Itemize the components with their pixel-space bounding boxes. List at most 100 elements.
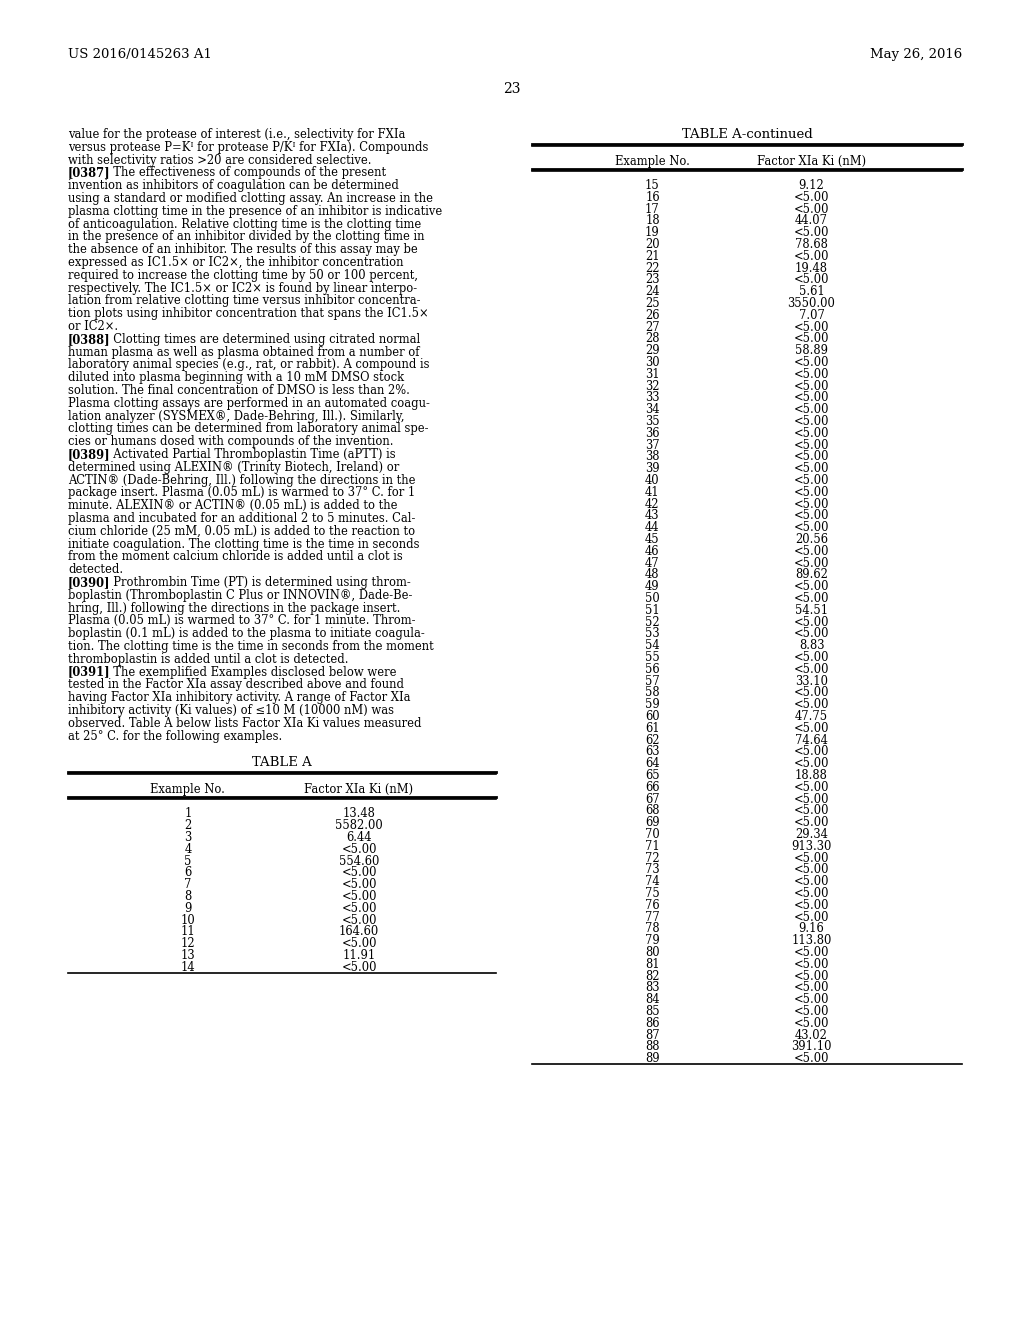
Text: 70: 70	[645, 828, 659, 841]
Text: <5.00: <5.00	[794, 816, 829, 829]
Text: <5.00: <5.00	[794, 970, 829, 982]
Text: 73: 73	[645, 863, 659, 876]
Text: TABLE A: TABLE A	[252, 756, 312, 770]
Text: 65: 65	[645, 770, 659, 781]
Text: <5.00: <5.00	[794, 722, 829, 735]
Text: 48: 48	[645, 569, 659, 581]
Text: value for the protease of interest (i.e., selectivity for FXIa: value for the protease of interest (i.e.…	[68, 128, 406, 141]
Text: May 26, 2016: May 26, 2016	[869, 48, 962, 61]
Text: tion plots using inhibitor concentration that spans the IC1.5×: tion plots using inhibitor concentration…	[68, 308, 429, 321]
Text: from the moment calcium chloride is added until a clot is: from the moment calcium chloride is adde…	[68, 550, 402, 564]
Text: 49: 49	[645, 581, 659, 593]
Text: 67: 67	[645, 792, 659, 805]
Text: The exemplified Examples disclosed below were: The exemplified Examples disclosed below…	[106, 665, 396, 678]
Text: 15: 15	[645, 180, 659, 191]
Text: 13.48: 13.48	[343, 808, 376, 821]
Text: observed. Table A below lists Factor XIa Ki values measured: observed. Table A below lists Factor XIa…	[68, 717, 422, 730]
Text: 57: 57	[645, 675, 659, 688]
Text: 87: 87	[645, 1028, 659, 1041]
Text: detected.: detected.	[68, 564, 123, 577]
Text: 3550.00: 3550.00	[787, 297, 836, 310]
Text: 53: 53	[645, 627, 659, 640]
Text: expressed as IC1.5× or IC2×, the inhibitor concentration: expressed as IC1.5× or IC2×, the inhibit…	[68, 256, 403, 269]
Text: minute. ALEXIN® or ACTIN® (0.05 mL) is added to the: minute. ALEXIN® or ACTIN® (0.05 mL) is a…	[68, 499, 397, 512]
Text: 86: 86	[645, 1016, 659, 1030]
Text: 71: 71	[645, 840, 659, 853]
Text: 59: 59	[645, 698, 659, 711]
Text: <5.00: <5.00	[794, 510, 829, 523]
Text: 75: 75	[645, 887, 659, 900]
Text: 7.07: 7.07	[799, 309, 824, 322]
Text: Example No.: Example No.	[151, 783, 225, 796]
Text: <5.00: <5.00	[794, 380, 829, 392]
Text: 54.51: 54.51	[795, 603, 828, 616]
Text: 77: 77	[645, 911, 659, 924]
Text: 16: 16	[645, 191, 659, 203]
Text: 39: 39	[645, 462, 659, 475]
Text: <5.00: <5.00	[341, 913, 377, 927]
Text: 61: 61	[645, 722, 659, 735]
Text: the absence of an inhibitor. The results of this assay may be: the absence of an inhibitor. The results…	[68, 243, 418, 256]
Text: thromboplastin is added until a clot is detected.: thromboplastin is added until a clot is …	[68, 653, 348, 665]
Text: 35: 35	[645, 414, 659, 428]
Text: <5.00: <5.00	[794, 403, 829, 416]
Text: 82: 82	[645, 970, 659, 982]
Text: <5.00: <5.00	[341, 961, 377, 974]
Text: 69: 69	[645, 816, 659, 829]
Text: 29: 29	[645, 345, 659, 358]
Text: <5.00: <5.00	[341, 866, 377, 879]
Text: 72: 72	[645, 851, 659, 865]
Text: 24: 24	[645, 285, 659, 298]
Text: 62: 62	[645, 734, 659, 747]
Text: <5.00: <5.00	[794, 486, 829, 499]
Text: respectively. The IC1.5× or IC2× is found by linear interpo-: respectively. The IC1.5× or IC2× is foun…	[68, 281, 417, 294]
Text: 1: 1	[184, 808, 191, 821]
Text: lation analyzer (SYSMEX®, Dade-Behring, Ill.). Similarly,: lation analyzer (SYSMEX®, Dade-Behring, …	[68, 409, 404, 422]
Text: 18: 18	[645, 214, 659, 227]
Text: Example No.: Example No.	[615, 154, 690, 168]
Text: 554.60: 554.60	[339, 854, 379, 867]
Text: 47.75: 47.75	[795, 710, 828, 723]
Text: 5.61: 5.61	[799, 285, 824, 298]
Text: <5.00: <5.00	[794, 591, 829, 605]
Text: solution. The final concentration of DMSO is less than 2%.: solution. The final concentration of DMS…	[68, 384, 410, 397]
Text: 50: 50	[645, 591, 659, 605]
Text: 80: 80	[645, 946, 659, 960]
Text: cium chloride (25 mM, 0.05 mL) is added to the reaction to: cium chloride (25 mM, 0.05 mL) is added …	[68, 525, 415, 537]
Text: having Factor XIa inhibitory activity. A range of Factor XIa: having Factor XIa inhibitory activity. A…	[68, 692, 411, 704]
Text: 43: 43	[645, 510, 659, 523]
Text: <5.00: <5.00	[794, 851, 829, 865]
Text: boplastin (0.1 mL) is added to the plasma to initiate coagula-: boplastin (0.1 mL) is added to the plasm…	[68, 627, 425, 640]
Text: 18.88: 18.88	[795, 770, 828, 781]
Text: 32: 32	[645, 380, 659, 392]
Text: in the presence of an inhibitor divided by the clotting time in: in the presence of an inhibitor divided …	[68, 231, 425, 243]
Text: 52: 52	[645, 615, 659, 628]
Text: 85: 85	[645, 1005, 659, 1018]
Text: <5.00: <5.00	[794, 875, 829, 888]
Text: 2: 2	[184, 820, 191, 832]
Text: 28: 28	[645, 333, 659, 346]
Text: Factor XIa Ki (nM): Factor XIa Ki (nM)	[757, 154, 866, 168]
Text: tested in the Factor XIa assay described above and found: tested in the Factor XIa assay described…	[68, 678, 404, 692]
Text: <5.00: <5.00	[794, 474, 829, 487]
Text: of anticoagulation. Relative clotting time is the clotting time: of anticoagulation. Relative clotting ti…	[68, 218, 421, 231]
Text: <5.00: <5.00	[794, 863, 829, 876]
Text: <5.00: <5.00	[341, 842, 377, 855]
Text: <5.00: <5.00	[794, 426, 829, 440]
Text: 74: 74	[645, 875, 659, 888]
Text: <5.00: <5.00	[794, 450, 829, 463]
Text: <5.00: <5.00	[794, 191, 829, 203]
Text: 81: 81	[645, 958, 659, 970]
Text: [0391]: [0391]	[68, 665, 111, 678]
Text: 55: 55	[645, 651, 659, 664]
Text: 9.12: 9.12	[799, 180, 824, 191]
Text: 4: 4	[184, 842, 191, 855]
Text: 42: 42	[645, 498, 659, 511]
Text: invention as inhibitors of coagulation can be determined: invention as inhibitors of coagulation c…	[68, 180, 399, 193]
Text: 58.89: 58.89	[795, 345, 828, 358]
Text: 164.60: 164.60	[339, 925, 379, 939]
Text: 20.56: 20.56	[795, 533, 828, 546]
Text: 83: 83	[645, 981, 659, 994]
Text: <5.00: <5.00	[794, 804, 829, 817]
Text: 89: 89	[645, 1052, 659, 1065]
